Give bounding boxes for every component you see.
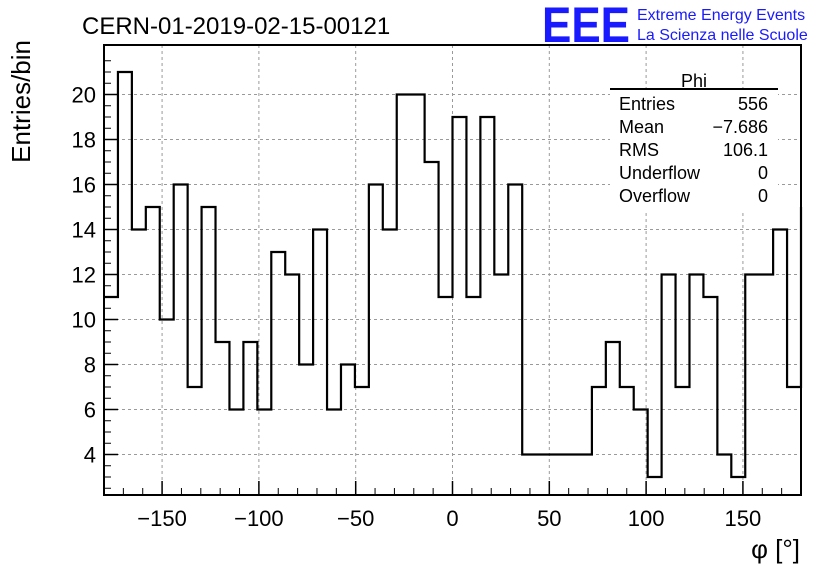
histogram-bin xyxy=(243,342,257,495)
histogram-bin xyxy=(202,207,216,495)
histogram-bin xyxy=(620,387,634,495)
stat-value-mean: −7.686 xyxy=(712,117,768,137)
histogram-bin xyxy=(369,185,383,496)
histogram-bin xyxy=(425,162,439,495)
x-tick-label: 50 xyxy=(537,506,561,531)
histogram-bin xyxy=(188,387,202,495)
y-tick-labels: 4 6 8 10 12 14 16 18 20 xyxy=(72,83,96,468)
histogram-bin xyxy=(480,117,494,495)
histogram-bin xyxy=(494,275,508,496)
y-tick-label: 4 xyxy=(84,443,96,468)
stat-label-rms: RMS xyxy=(619,140,659,160)
x-tick-label: −50 xyxy=(337,506,374,531)
histogram-bin xyxy=(676,387,690,495)
stats-box-background xyxy=(610,88,778,210)
y-tick-label: 20 xyxy=(72,83,96,108)
y-axis-label: Entries/bin xyxy=(6,40,36,163)
histogram-bin xyxy=(564,455,578,496)
stats-box: Phi Entries 556 Mean −7.686 RMS 106.1 Un… xyxy=(610,71,778,210)
histogram-bin xyxy=(118,72,132,495)
histogram-bin xyxy=(759,275,773,496)
histogram-outline xyxy=(104,70,803,479)
x-tick-label: 0 xyxy=(446,506,458,531)
stat-value-entries: 556 xyxy=(738,94,768,114)
y-tick-label: 8 xyxy=(84,353,96,378)
histogram-bin xyxy=(773,230,787,496)
stat-label-mean: Mean xyxy=(619,117,664,137)
x-tick-label: −100 xyxy=(234,506,284,531)
histogram-bin xyxy=(592,387,606,495)
histogram-bin xyxy=(689,275,703,496)
histogram-bin xyxy=(327,410,341,496)
histogram-bin xyxy=(285,275,299,496)
x-axis-label: φ [°] xyxy=(751,534,800,564)
histogram-bin xyxy=(787,387,801,495)
stat-label-entries: Entries xyxy=(619,94,675,114)
x-tick-label: −150 xyxy=(137,506,187,531)
histogram-bin xyxy=(397,95,411,496)
histogram-bin xyxy=(522,455,536,496)
stats-box-title: Phi xyxy=(681,71,707,91)
histogram-bin xyxy=(550,455,564,496)
x-tick-label: 150 xyxy=(725,506,762,531)
histogram-bin xyxy=(216,342,230,495)
stat-value-overflow: 0 xyxy=(758,186,768,206)
stat-label-underflow: Underflow xyxy=(619,163,701,183)
histogram-bin xyxy=(662,275,676,496)
logo-line-2: La Scienza nelle Scuole xyxy=(637,27,808,44)
histogram-bin xyxy=(648,477,662,495)
histogram-bin xyxy=(508,185,522,496)
y-tick-label: 16 xyxy=(72,173,96,198)
stat-value-rms: 106.1 xyxy=(723,140,768,160)
x-tick-label: 100 xyxy=(628,506,665,531)
histogram-bin xyxy=(229,410,243,496)
histogram-bin xyxy=(160,320,174,496)
histogram-bin xyxy=(578,455,592,496)
eee-logo: EEE Extreme Energy Events La Scienza nel… xyxy=(542,0,808,53)
histogram-bin xyxy=(313,230,327,496)
histogram-bin xyxy=(299,365,313,496)
histogram-bin xyxy=(355,387,369,495)
chart-title: CERN-01-2019-02-15-00121 xyxy=(82,13,390,40)
x-tick-labels: −150 −100 −50 0 50 100 150 xyxy=(137,506,761,531)
y-tick-label: 12 xyxy=(72,263,96,288)
histogram-bin xyxy=(717,455,731,496)
histogram-bin xyxy=(132,230,146,496)
stat-label-overflow: Overflow xyxy=(619,186,691,206)
y-tick-label: 18 xyxy=(72,128,96,153)
histogram-bin xyxy=(439,297,453,495)
histogram-bin xyxy=(703,297,717,495)
histogram-bin xyxy=(536,455,550,496)
histogram-bin xyxy=(174,185,188,496)
histogram-bin xyxy=(341,365,355,496)
histogram-bin xyxy=(146,207,160,495)
histogram-bin xyxy=(383,230,397,496)
histogram-bin xyxy=(271,252,285,495)
axis-ticks xyxy=(104,60,783,495)
stat-value-underflow: 0 xyxy=(758,163,768,183)
histogram-series xyxy=(104,70,803,496)
histogram-bin xyxy=(453,117,467,495)
histogram-bin xyxy=(466,297,480,495)
y-tick-label: 14 xyxy=(72,218,96,243)
y-tick-label: 6 xyxy=(84,398,96,423)
histogram-bin xyxy=(745,275,759,496)
histogram-bin xyxy=(606,342,620,495)
histogram-bin xyxy=(411,95,425,496)
logo-line-1: Extreme Energy Events xyxy=(637,7,805,24)
y-tick-label: 10 xyxy=(72,308,96,333)
